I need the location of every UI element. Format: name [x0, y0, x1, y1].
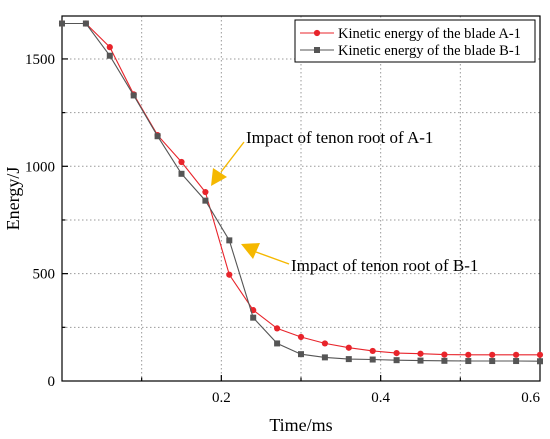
data-point-square: [417, 357, 424, 364]
data-point-square: [298, 351, 304, 358]
data-point-square: [369, 356, 376, 363]
y-axis-title: Energy/J: [3, 167, 23, 231]
data-point-square: [489, 358, 496, 365]
data-point-circle: [106, 44, 113, 51]
data-point-circle: [321, 340, 328, 347]
data-point-circle: [297, 333, 305, 341]
y-tick-label: 500: [33, 267, 56, 283]
annotation-a1: Impact of tenon root of A-1: [211, 128, 433, 186]
data-point-square: [154, 133, 161, 140]
annotation-a1-shaft: [220, 141, 245, 173]
data-point-circle: [226, 271, 233, 278]
data-point-square: [106, 52, 113, 59]
data-point-square: [393, 357, 400, 364]
data-point-square: [202, 197, 209, 204]
x-axis-title: Time/ms: [269, 415, 332, 435]
gridlines: [62, 16, 540, 381]
data-point-square: [59, 20, 65, 27]
annotation-a1-arrowhead: [211, 168, 227, 186]
data-point-circle: [202, 188, 209, 196]
data-point-circle: [441, 351, 448, 358]
legend-swatch-marker: [314, 47, 320, 53]
data-point-square: [321, 354, 328, 361]
data-point-square: [226, 237, 233, 244]
data-point-circle: [417, 350, 424, 357]
data-point-circle: [489, 351, 496, 358]
data-point-square: [82, 20, 89, 27]
annotation-b1-shaft: [255, 251, 290, 265]
annotation-b1: Impact of tenon root of B-1: [241, 243, 478, 275]
data-point-circle: [465, 351, 472, 358]
data-point-circle: [513, 351, 520, 358]
series-group: [58, 20, 544, 365]
annotation-a1-label: Impact of tenon root of A-1: [246, 128, 433, 147]
x-tick-label: 0.2: [212, 390, 231, 406]
legend-box: [294, 19, 536, 63]
data-point-square: [513, 358, 520, 365]
data-point-square: [250, 314, 257, 321]
data-point-square: [130, 92, 137, 99]
y-tick-label: 0: [48, 374, 56, 390]
data-point-square: [178, 170, 185, 177]
y-tick-label: 1000: [25, 159, 55, 175]
data-point-circle: [345, 344, 352, 351]
data-point-circle: [536, 351, 544, 358]
axis-ticks: 0.2 0.4 0.6 0 500 1000 1500: [25, 52, 541, 406]
data-point-square: [274, 340, 281, 347]
data-point-square: [345, 356, 352, 363]
annotation-b1-arrowhead: [241, 243, 260, 259]
legend-swatch-marker: [313, 29, 321, 37]
annotations-group: Impact of tenon root of A-1 Impact of ten…: [211, 128, 478, 275]
data-point-square: [537, 358, 543, 365]
legend-label: Kinetic energy of the blade A-1: [338, 26, 521, 42]
x-tick-label: 0.6: [521, 390, 540, 406]
data-point-circle: [178, 158, 185, 166]
annotation-b1-label: Impact of tenon root of B-1: [291, 256, 478, 275]
x-tick-label: 0.4: [371, 390, 390, 406]
legend-label: Kinetic energy of the blade B-1: [338, 43, 521, 59]
data-point-square: [465, 358, 472, 365]
data-point-circle: [274, 325, 281, 332]
y-tick-label: 1500: [25, 52, 55, 68]
series-2: [59, 20, 543, 365]
data-point-square: [441, 357, 448, 364]
data-point-circle: [393, 349, 400, 357]
data-point-circle: [369, 347, 376, 355]
